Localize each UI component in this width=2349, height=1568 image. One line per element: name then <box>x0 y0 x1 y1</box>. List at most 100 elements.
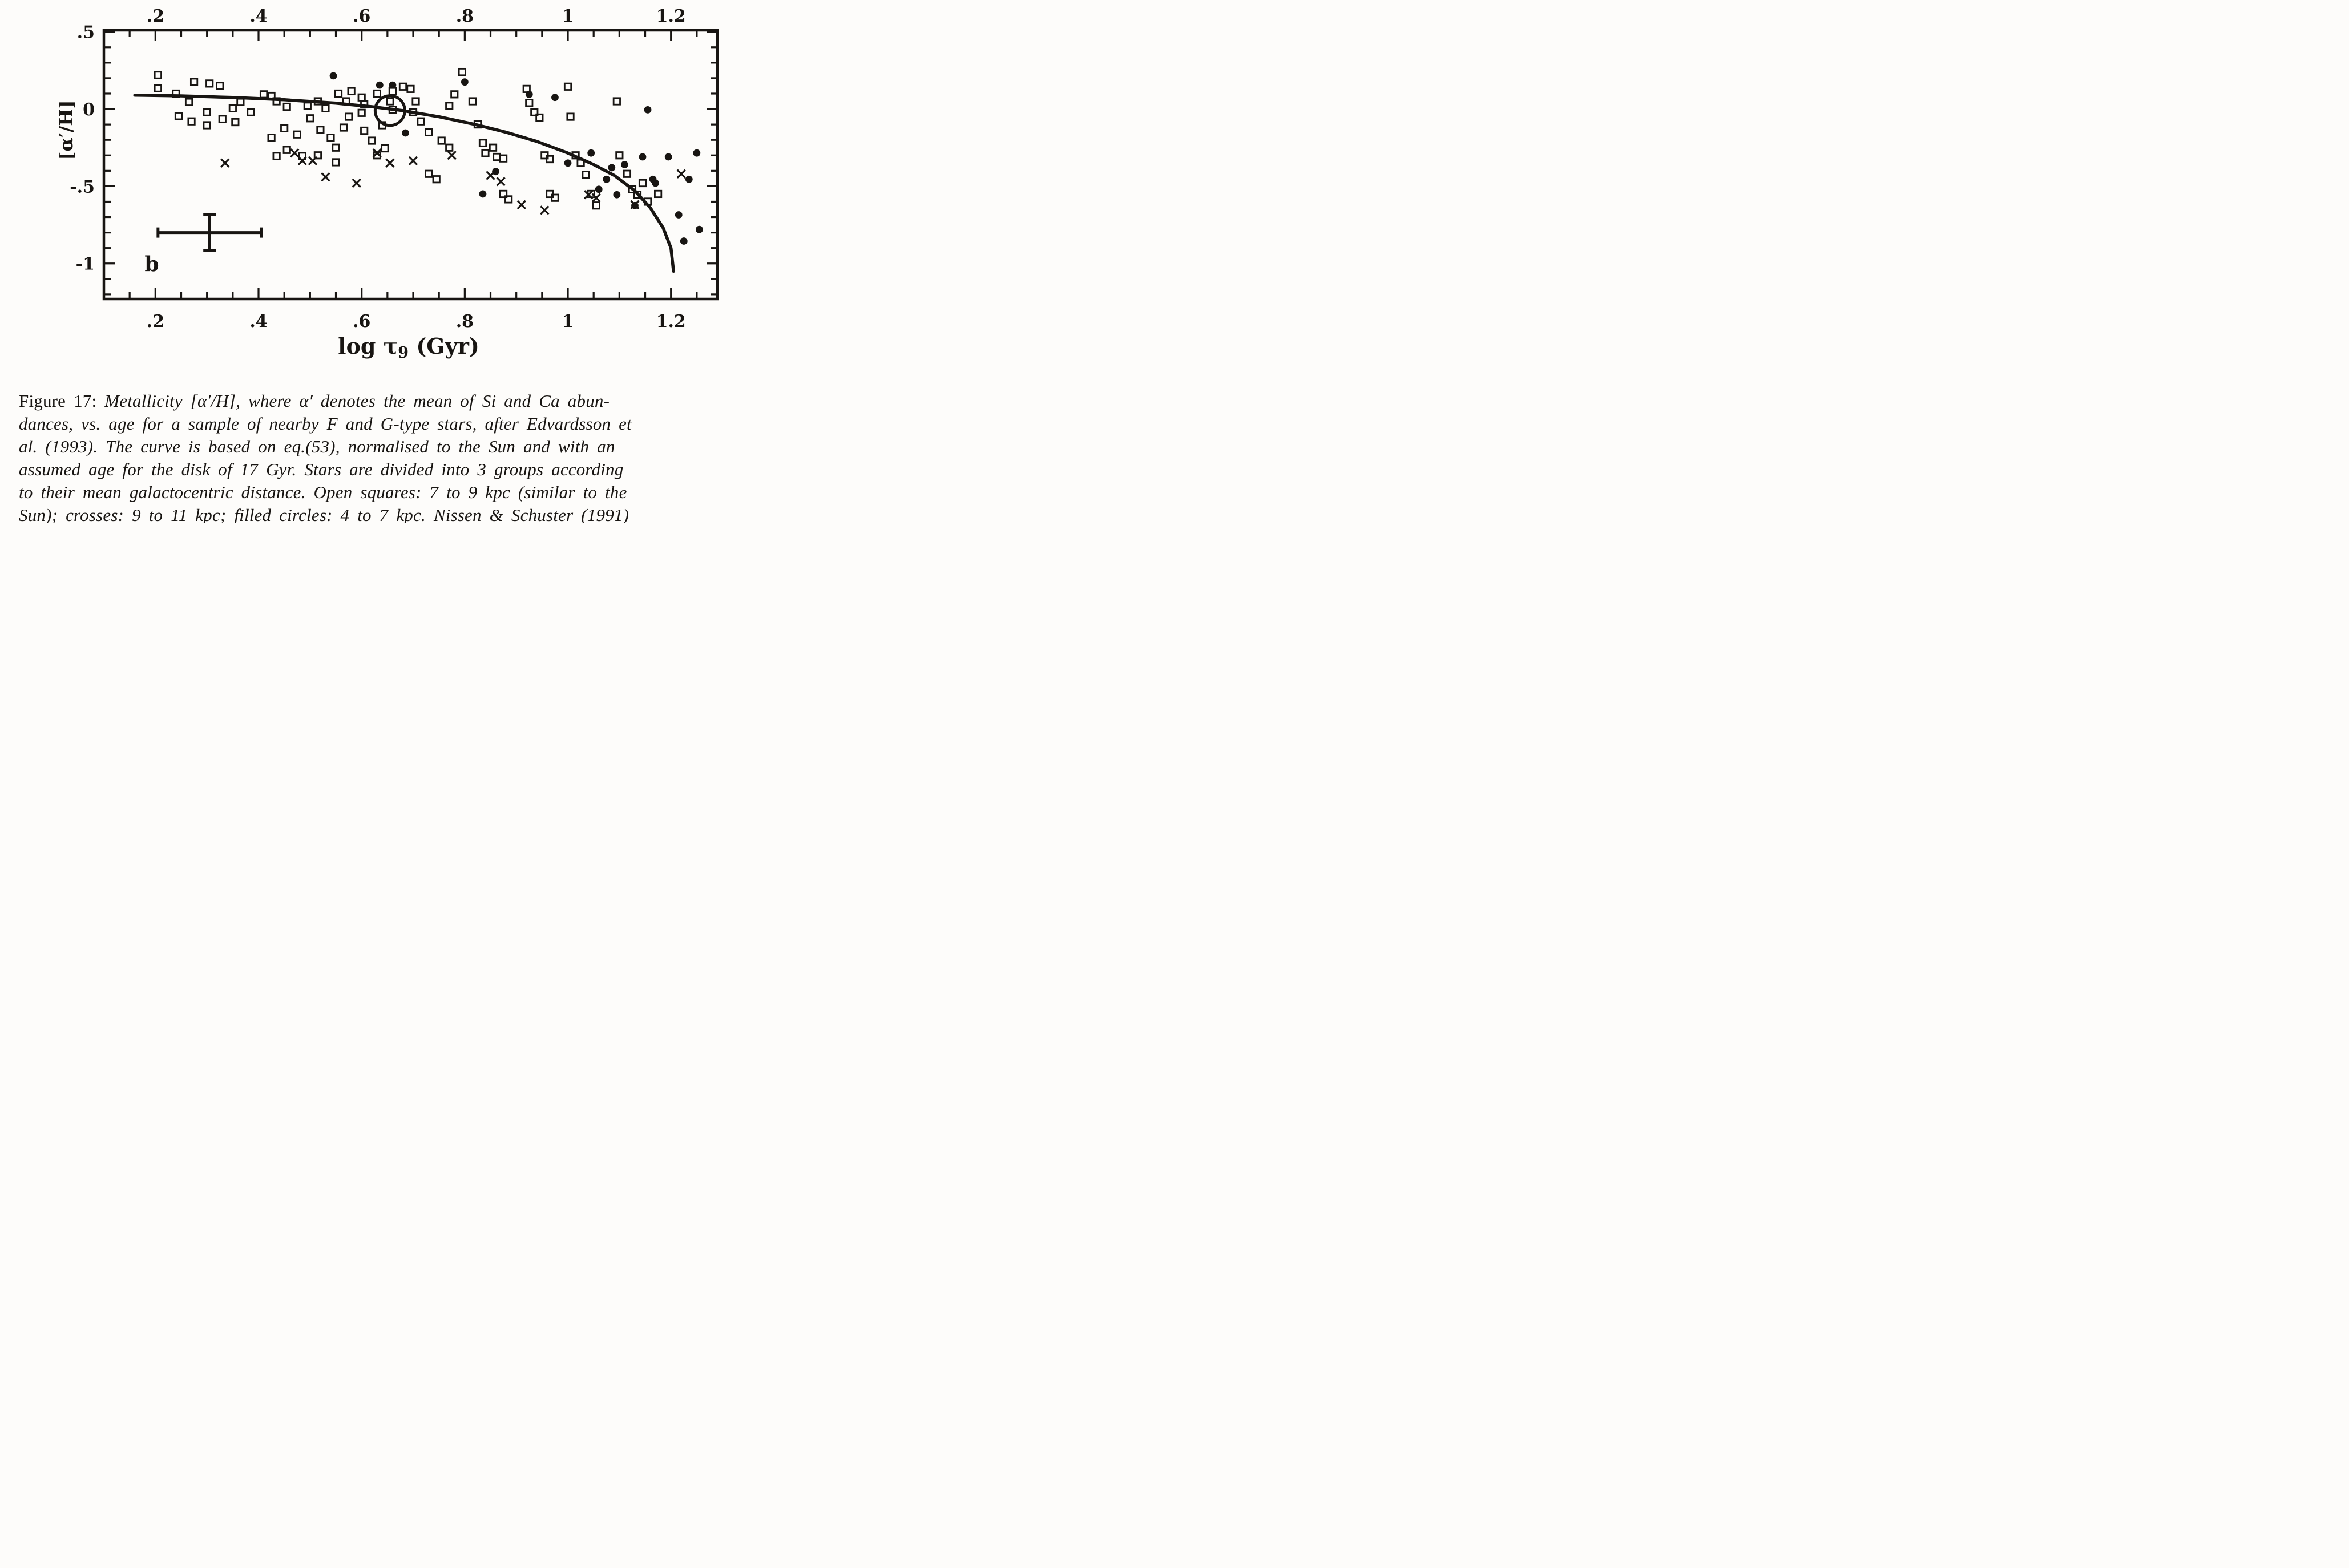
figure-caption: Figure 17: Metallicity [α′/H], where α′ … <box>19 390 776 523</box>
x-tick-label-bottom: .6 <box>353 312 370 332</box>
open-square-marker <box>525 99 534 107</box>
open-square-marker <box>628 185 637 193</box>
cross-marker <box>584 190 594 200</box>
caption-line-4: assumed age for the disk of 17 Gyr. Star… <box>19 459 624 479</box>
open-square-marker <box>218 115 227 123</box>
open-square-marker <box>388 87 397 96</box>
open-square-marker <box>236 98 245 106</box>
filled-circle-marker <box>595 185 603 193</box>
scanned-paper-page: .2 .2 .4 .4 .6 .6 .8 .8 1 1 1.2 1.2 .5 0 -.5 -1 [α′/H] lo… <box>0 0 783 523</box>
x-tick-label-bottom: .8 <box>456 312 474 332</box>
open-square-marker <box>267 91 276 100</box>
x-tick-label-top: .4 <box>249 6 267 26</box>
open-square-marker <box>344 112 353 121</box>
open-square-marker <box>615 151 624 160</box>
open-square-marker <box>468 97 477 106</box>
open-square-marker <box>342 97 350 106</box>
open-square-marker <box>633 191 642 199</box>
open-square-marker <box>184 98 193 106</box>
filled-circle-marker <box>695 225 703 233</box>
cross-marker <box>321 172 330 182</box>
open-square-marker <box>332 143 340 152</box>
open-square-marker <box>154 84 162 92</box>
cross-marker <box>290 148 300 158</box>
open-square-marker <box>334 89 343 98</box>
open-square-marker <box>282 102 291 111</box>
model-curve <box>133 93 675 273</box>
open-square-marker <box>282 146 291 154</box>
cross-marker <box>220 158 230 168</box>
filled-circle-marker <box>603 175 611 183</box>
filled-circle-marker <box>680 237 688 245</box>
open-square-marker <box>409 108 418 116</box>
y-tick-label: -1 <box>76 254 95 274</box>
open-square-marker <box>316 126 325 134</box>
cross-marker <box>447 151 457 160</box>
open-square-marker <box>326 134 335 142</box>
open-square-marker <box>530 108 539 116</box>
x-tick-label-top: .2 <box>147 6 164 26</box>
open-square-marker <box>535 113 544 122</box>
open-square-marker <box>489 143 498 152</box>
open-square-marker <box>357 108 366 117</box>
panel-label-b: b <box>144 252 159 276</box>
cross-marker <box>308 156 317 165</box>
filled-circle-marker <box>639 153 647 161</box>
open-square-marker <box>347 87 356 96</box>
filled-circle-marker <box>376 81 384 89</box>
open-square-marker <box>203 121 211 130</box>
filled-circle-marker <box>479 190 487 198</box>
open-square-marker <box>378 121 386 130</box>
x-tick-label-bottom: .4 <box>249 312 267 332</box>
filled-circle-marker <box>644 106 652 114</box>
open-square-marker <box>174 112 183 120</box>
filled-circle-marker <box>551 94 559 102</box>
open-square-marker <box>368 136 376 145</box>
y-axis-title: [α′/H] <box>55 100 77 160</box>
open-square-marker <box>445 143 454 152</box>
open-square-marker <box>654 189 663 199</box>
x-tick-label-top: .6 <box>353 6 370 26</box>
filled-circle-marker <box>675 211 683 219</box>
y-tick-label: .5 <box>77 23 95 43</box>
open-square-marker <box>189 78 199 86</box>
open-square-marker <box>205 79 214 88</box>
open-square-marker <box>643 197 652 206</box>
cross-marker <box>372 148 382 158</box>
open-square-marker <box>437 136 446 145</box>
open-square-marker <box>499 154 508 163</box>
cross-marker <box>676 169 686 179</box>
filled-circle-marker <box>525 90 533 98</box>
filled-circle-marker <box>685 175 693 183</box>
cross-marker <box>408 156 418 165</box>
x-tick-label-bottom: 1.2 <box>656 312 686 332</box>
cross-marker <box>591 193 601 203</box>
open-square-marker <box>247 108 255 116</box>
open-square-marker <box>546 155 554 164</box>
open-square-marker <box>306 114 314 123</box>
y-tick-label: 0 <box>83 100 95 120</box>
filled-circle-marker <box>652 179 659 187</box>
open-square-marker <box>417 117 425 126</box>
open-square-marker <box>332 158 340 167</box>
open-square-marker <box>187 117 196 126</box>
caption-line-5: to their mean galactocentric distance. O… <box>19 482 627 502</box>
open-square-marker <box>478 139 487 147</box>
open-square-marker <box>154 71 162 79</box>
open-square-marker <box>272 152 281 160</box>
y-tick-label: -.5 <box>70 177 95 197</box>
open-square-marker <box>357 93 366 102</box>
open-square-marker <box>450 90 459 99</box>
open-square-marker <box>267 134 276 142</box>
cross-marker <box>516 200 526 210</box>
filled-circle-marker <box>587 149 595 157</box>
caption-line-6: Sun); crosses: 9 to 11 kpc; filled circl… <box>19 505 629 523</box>
cross-marker <box>496 177 506 187</box>
caption-line-2: dances, vs. age for a sample of nearby F… <box>19 414 632 434</box>
cross-marker <box>385 158 395 168</box>
open-square-marker <box>259 90 268 99</box>
x-tick-label-top: 1 <box>562 6 574 26</box>
filled-circle-marker <box>620 161 628 168</box>
open-square-marker <box>360 100 369 109</box>
open-square-marker <box>388 106 397 114</box>
